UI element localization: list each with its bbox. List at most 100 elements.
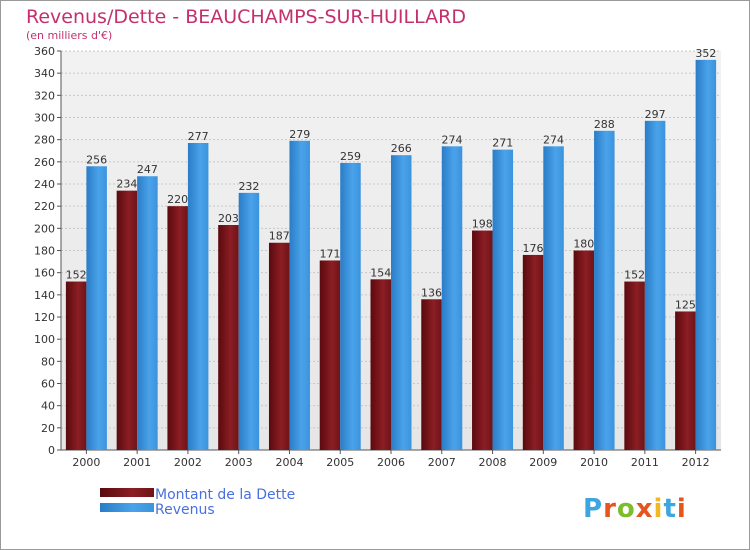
proxiti-logo: Proxiti bbox=[583, 494, 687, 524]
data-label-debt-2010: 180 bbox=[573, 238, 594, 251]
y-tick-label-240: 240 bbox=[34, 178, 55, 191]
data-label-debt-2002: 220 bbox=[167, 193, 188, 206]
y-axis-ticks: 0 20 40 60 80 100 120 140 160 180 200 220 240 260 280 3… bbox=[34, 45, 61, 457]
bar-revenus-2005 bbox=[340, 162, 361, 451]
legend-label-revenus: Revenus bbox=[155, 502, 215, 518]
bar-debt-2007 bbox=[421, 299, 442, 450]
logo-letter-4: i bbox=[654, 494, 664, 524]
data-label-revenus-2011: 297 bbox=[645, 108, 666, 121]
y-tick-label-120: 120 bbox=[34, 311, 55, 324]
y-tick-label-140: 140 bbox=[34, 289, 55, 302]
chart-title: Revenus/Dette - BEAUCHAMPS-SUR-HUILLARD bbox=[26, 6, 466, 28]
bars bbox=[65, 59, 717, 451]
bar-debt-2000 bbox=[65, 281, 87, 450]
bar-revenus-2001 bbox=[137, 176, 158, 450]
x-tick-label-2007: 2007 bbox=[428, 456, 456, 469]
chart-subtitle: (en milliers d'€) bbox=[26, 29, 112, 42]
x-tick-label-2008: 2008 bbox=[479, 456, 507, 469]
bar-debt-2008 bbox=[472, 230, 493, 450]
bar-debt-2011 bbox=[624, 281, 645, 450]
data-label-debt-2008: 198 bbox=[472, 218, 493, 231]
data-label-debt-2006: 154 bbox=[370, 266, 391, 279]
x-tick-label-2001: 2001 bbox=[123, 456, 151, 469]
data-label-revenus-2010: 288 bbox=[594, 118, 615, 131]
data-label-revenus-2006: 266 bbox=[391, 142, 412, 155]
y-tick-label-320: 320 bbox=[34, 89, 55, 102]
bar-revenus-2011 bbox=[644, 120, 666, 450]
bar-debt-2009 bbox=[522, 254, 544, 450]
bar-revenus-2000 bbox=[86, 166, 107, 450]
x-tick-label-2011: 2011 bbox=[631, 456, 659, 469]
y-tick-label-0: 0 bbox=[48, 444, 55, 457]
logo-letter-1: r bbox=[603, 494, 617, 524]
data-label-revenus-2000: 256 bbox=[86, 153, 107, 166]
bar-debt-2005 bbox=[319, 260, 341, 450]
bar-revenus-2009 bbox=[543, 146, 564, 451]
bar-debt-2002 bbox=[167, 206, 188, 450]
data-label-debt-2003: 203 bbox=[218, 212, 239, 225]
data-label-revenus-2005: 259 bbox=[340, 150, 361, 163]
data-label-debt-2011: 152 bbox=[624, 269, 645, 282]
data-label-revenus-2008: 271 bbox=[492, 137, 513, 150]
data-label-revenus-2004: 279 bbox=[289, 128, 310, 141]
y-tick-label-280: 280 bbox=[34, 134, 55, 147]
x-tick-label-2002: 2002 bbox=[174, 456, 202, 469]
x-tick-label-2000: 2000 bbox=[72, 456, 100, 469]
bar-debt-2010 bbox=[573, 250, 595, 450]
data-label-debt-2007: 136 bbox=[421, 286, 442, 299]
data-label-debt-2012: 125 bbox=[675, 298, 696, 311]
legend-swatch-debt bbox=[100, 488, 154, 497]
data-label-debt-2004: 187 bbox=[269, 230, 290, 243]
bar-debt-2012 bbox=[675, 311, 696, 450]
bar-revenus-2004 bbox=[289, 140, 310, 450]
x-tick-label-2009: 2009 bbox=[529, 456, 557, 469]
x-tick-label-2005: 2005 bbox=[326, 456, 354, 469]
data-label-debt-2001: 234 bbox=[116, 178, 137, 191]
bar-revenus-2012 bbox=[695, 59, 717, 450]
bar-revenus-2006 bbox=[391, 155, 412, 450]
bar-revenus-2007 bbox=[441, 146, 463, 451]
y-tick-label-360: 360 bbox=[34, 45, 55, 58]
x-tick-label-2006: 2006 bbox=[377, 456, 405, 469]
data-label-revenus-2009: 274 bbox=[543, 133, 564, 146]
proxiti-logo-text: Proxiti bbox=[583, 494, 687, 524]
bar-revenus-2002 bbox=[187, 142, 209, 450]
y-tick-label-80: 80 bbox=[41, 355, 55, 368]
bar-revenus-2003 bbox=[238, 192, 260, 450]
x-tick-label-2010: 2010 bbox=[580, 456, 608, 469]
y-tick-label-180: 180 bbox=[34, 245, 55, 258]
y-tick-label-200: 200 bbox=[34, 222, 55, 235]
data-label-revenus-2007: 274 bbox=[442, 133, 463, 146]
data-label-debt-2009: 176 bbox=[523, 242, 544, 255]
y-tick-label-340: 340 bbox=[34, 67, 55, 80]
logo-letter-6: i bbox=[677, 494, 687, 524]
data-label-debt-2005: 171 bbox=[319, 247, 340, 260]
logo-letter-3: x bbox=[636, 494, 654, 524]
y-tick-label-260: 260 bbox=[34, 156, 55, 169]
y-tick-label-300: 300 bbox=[34, 112, 55, 125]
y-tick-label-100: 100 bbox=[34, 333, 55, 346]
legend-swatch-revenus bbox=[100, 503, 154, 512]
legend-label-debt: Montant de la Dette bbox=[155, 487, 295, 503]
data-label-revenus-2002: 277 bbox=[188, 130, 209, 143]
bar-revenus-2008 bbox=[492, 149, 514, 450]
data-label-revenus-2003: 232 bbox=[238, 180, 259, 193]
y-tick-label-40: 40 bbox=[41, 400, 55, 413]
x-axis-ticks: 2000 2001 2002 2003 2004 2005 2006 2007 2008 2009… bbox=[72, 450, 710, 469]
x-tick-label-2003: 2003 bbox=[225, 456, 253, 469]
bar-revenus-2010 bbox=[594, 130, 615, 451]
y-tick-label-60: 60 bbox=[41, 378, 55, 391]
bar-debt-2006 bbox=[370, 279, 391, 450]
data-label-revenus-2001: 247 bbox=[137, 163, 158, 176]
logo-letter-5: t bbox=[663, 494, 676, 524]
data-label-revenus-2012: 352 bbox=[695, 47, 716, 60]
legend: Montant de la Dette Revenus bbox=[100, 487, 295, 518]
y-tick-label-220: 220 bbox=[34, 200, 55, 213]
bar-debt-2003 bbox=[218, 225, 239, 450]
x-tick-label-2004: 2004 bbox=[275, 456, 303, 469]
logo-letter-2: o bbox=[617, 494, 636, 524]
bar-debt-2001 bbox=[116, 190, 138, 450]
x-tick-label-2012: 2012 bbox=[682, 456, 710, 469]
